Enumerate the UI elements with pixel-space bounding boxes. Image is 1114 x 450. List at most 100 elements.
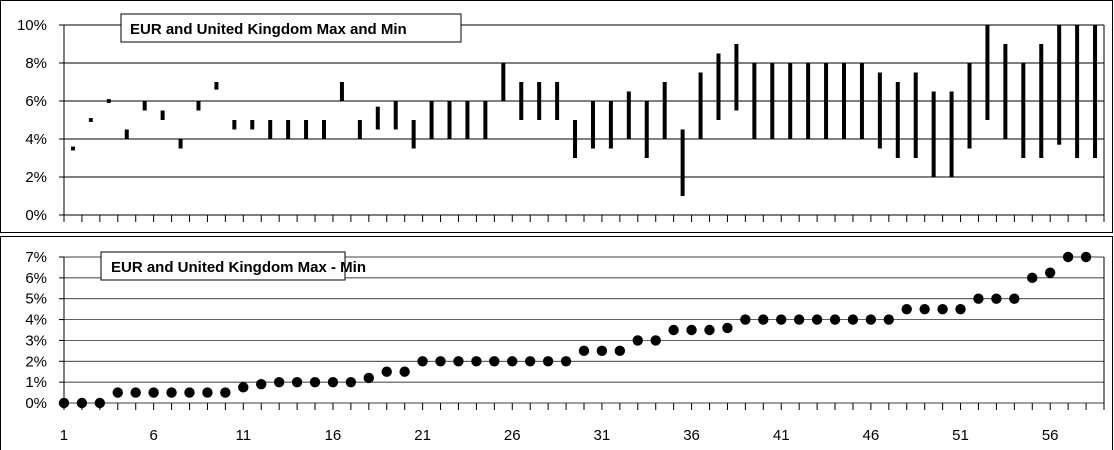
- scatter-point: [1009, 293, 1020, 304]
- range-bar: [232, 120, 237, 130]
- scatter-point: [596, 345, 608, 357]
- bottom-x-tick-label: 36: [683, 427, 700, 444]
- top-y-tick-label: 2%: [25, 169, 47, 186]
- scatter-point: [1027, 272, 1038, 284]
- scatter-point: [166, 387, 177, 398]
- bottom-x-tick-label: 41: [773, 427, 790, 444]
- scatter-point: [489, 356, 500, 367]
- scatter-point: [399, 366, 410, 377]
- range-bar: [268, 120, 273, 139]
- bottom-x-tick-label: 1: [60, 427, 68, 444]
- range-bar: [429, 101, 434, 139]
- range-bar: [842, 63, 846, 139]
- bottom-y-tick-label: 4%: [25, 312, 47, 329]
- bottom-chart-title: EUR and United Kingdom Max - Min: [111, 259, 366, 276]
- bottom-y-tick-label: 7%: [25, 249, 47, 266]
- scatter-point: [829, 314, 841, 325]
- bottom-x-tick-label: 6: [149, 427, 157, 444]
- scatter-point: [883, 314, 894, 325]
- scatter-point: [811, 314, 823, 325]
- scatter-point: [273, 376, 285, 388]
- range-bar: [644, 101, 649, 158]
- scatter-point: [1062, 251, 1074, 263]
- scatter-point: [524, 356, 536, 367]
- top-y-tick-label: 8%: [25, 55, 47, 72]
- range-bar: [680, 129, 685, 196]
- top-y-tick-label: 4%: [25, 131, 47, 148]
- range-bar: [106, 99, 111, 103]
- bottom-x-tick-label: 21: [414, 427, 431, 444]
- scatter-point: [471, 356, 482, 367]
- range-bar: [734, 44, 739, 111]
- scatter-point: [1044, 267, 1056, 278]
- range-bar: [357, 120, 362, 139]
- scatter-point: [417, 356, 428, 367]
- range-bar: [286, 120, 291, 139]
- range-bar: [250, 120, 255, 130]
- scatter-point: [184, 387, 195, 398]
- bottom-y-tick-label: 2%: [25, 353, 47, 370]
- bottom-y-tick-label: 5%: [25, 291, 47, 308]
- range-bar: [662, 82, 667, 139]
- range-bar: [698, 72, 703, 139]
- range-bar: [967, 63, 972, 149]
- range-bar: [519, 82, 524, 120]
- range-bar: [752, 63, 757, 139]
- top-range-chart: 0% 2% 4% 6% 8% 10% EUR and United Kingdom Max …: [0, 0, 1113, 233]
- range-bar: [895, 82, 900, 158]
- scatter-point: [704, 324, 715, 336]
- scatter-point: [112, 387, 123, 398]
- range-bar: [770, 63, 775, 139]
- scatter-point: [847, 314, 859, 325]
- scatter-point: [991, 293, 1002, 304]
- range-bar: [322, 120, 326, 139]
- range-bar: [339, 82, 344, 101]
- bottom-x-tick-label: 56: [1042, 427, 1059, 444]
- scatter-point: [1080, 251, 1092, 263]
- scatter-point: [686, 324, 697, 336]
- scatter-point: [650, 335, 661, 346]
- scatter-point: [148, 387, 159, 398]
- range-bar: [1057, 25, 1062, 145]
- range-bar: [555, 82, 560, 120]
- scatter-point: [776, 314, 787, 325]
- scatter-point: [740, 314, 751, 325]
- scatter-point: [919, 303, 930, 315]
- top-chart-frame: [0, 0, 1113, 233]
- scatter-point: [238, 382, 249, 393]
- range-bar: [214, 82, 219, 90]
- scatter-point: [542, 356, 554, 367]
- range-bar: [483, 101, 488, 139]
- scatter-point: [758, 314, 769, 325]
- scatter-point: [453, 356, 464, 367]
- scatter-point: [507, 356, 518, 367]
- range-bar: [501, 63, 506, 101]
- top-y-tick-label: 6%: [25, 93, 47, 110]
- range-bar: [1003, 44, 1008, 139]
- scatter-point: [865, 314, 877, 325]
- top-y-tick-label: 0%: [25, 207, 47, 224]
- range-bar: [537, 82, 542, 120]
- top-title-box: [120, 13, 462, 43]
- range-bar: [1093, 25, 1098, 158]
- range-bar: [304, 120, 309, 139]
- range-bar: [160, 110, 165, 120]
- range-bar: [716, 53, 721, 120]
- range-bar: [1021, 63, 1026, 158]
- range-bar: [913, 72, 918, 158]
- bottom-y-tick-label: 3%: [25, 332, 47, 349]
- scatter-point: [130, 387, 141, 398]
- range-bar: [573, 120, 578, 158]
- scatter-point: [793, 314, 805, 325]
- scatter-point: [327, 376, 339, 388]
- scatter-point: [578, 345, 590, 357]
- scatter-point: [76, 397, 88, 409]
- range-bar: [590, 101, 595, 149]
- range-bar: [465, 101, 470, 139]
- top-chart-title: EUR and United Kingdom Max and Min: [130, 21, 407, 38]
- range-bar: [393, 101, 398, 130]
- range-bar: [877, 72, 882, 149]
- range-bar: [1039, 44, 1044, 158]
- range-bar: [931, 91, 936, 177]
